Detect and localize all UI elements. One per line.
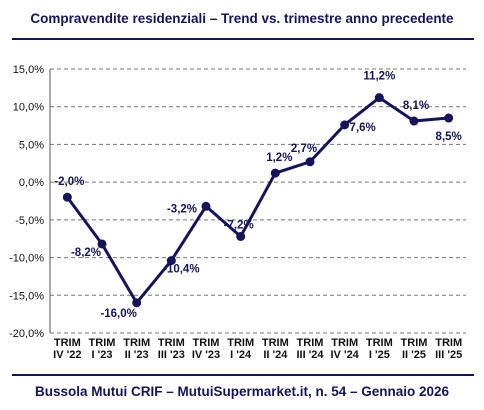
- data-label: -3,2%: [167, 203, 197, 215]
- data-label: -8,2%: [71, 247, 101, 259]
- data-label: -10,4%: [163, 264, 199, 276]
- data-point: [132, 298, 142, 308]
- footer-rule: [12, 374, 474, 376]
- data-point: [166, 256, 176, 266]
- data-label: -7,2%: [224, 219, 254, 231]
- y-tick-label: -5,0%: [15, 215, 44, 227]
- x-tick-label: TRIM IV '23: [192, 337, 220, 361]
- data-label: 2,7%: [291, 143, 317, 155]
- data-label: 8,1%: [403, 100, 429, 112]
- x-tick-label: TRIM I '24: [227, 337, 254, 361]
- x-tick-label: TRIM II '24: [262, 337, 289, 361]
- data-label: 7,6%: [350, 122, 376, 134]
- y-tick-label: -10,0%: [9, 253, 44, 265]
- data-point: [97, 239, 107, 249]
- data-point: [236, 231, 246, 241]
- data-point: [201, 201, 211, 211]
- x-tick-label: TRIM III '23: [158, 337, 185, 361]
- data-point: [340, 120, 350, 130]
- chart-title: Compravendite residenziali – Trend vs. t…: [30, 11, 454, 26]
- data-label: 11,2%: [363, 71, 395, 83]
- y-tick-label: -20,0%: [9, 328, 44, 340]
- x-tick-label: TRIM I '25: [366, 337, 393, 361]
- x-tick-label: TRIM II '25: [401, 337, 428, 361]
- data-point: [62, 192, 72, 202]
- data-label: -2,0%: [54, 176, 84, 188]
- data-point: [444, 113, 454, 123]
- data-point: [305, 157, 315, 167]
- x-tick-label: TRIM IV '24: [331, 337, 360, 361]
- data-point: [270, 168, 280, 178]
- data-label: -16,0%: [100, 308, 136, 320]
- x-tick-label: TRIM II '23: [123, 337, 150, 361]
- x-tick-label: TRIM III '25: [435, 337, 462, 361]
- y-tick-label: 10,0%: [13, 102, 44, 114]
- y-tick-label: -15,0%: [9, 290, 44, 302]
- data-label: 8,5%: [436, 131, 462, 143]
- data-label: 1,2%: [266, 152, 292, 164]
- chart-footer: Bussola Mutui CRIF – MutuiSupermarket.it…: [34, 384, 450, 399]
- x-tick-label: TRIM I '23: [89, 337, 116, 361]
- y-tick-label: 15,0%: [13, 64, 44, 76]
- x-tick-label: TRIM IV '22: [53, 337, 81, 361]
- title-rule: [12, 38, 474, 40]
- y-tick-label: 5,0%: [19, 139, 44, 151]
- series-line: [66, 96, 449, 305]
- x-tick-label: TRIM III '24: [296, 337, 324, 361]
- data-point: [409, 116, 419, 126]
- y-tick-label: 0,0%: [19, 177, 44, 189]
- data-point: [374, 93, 384, 103]
